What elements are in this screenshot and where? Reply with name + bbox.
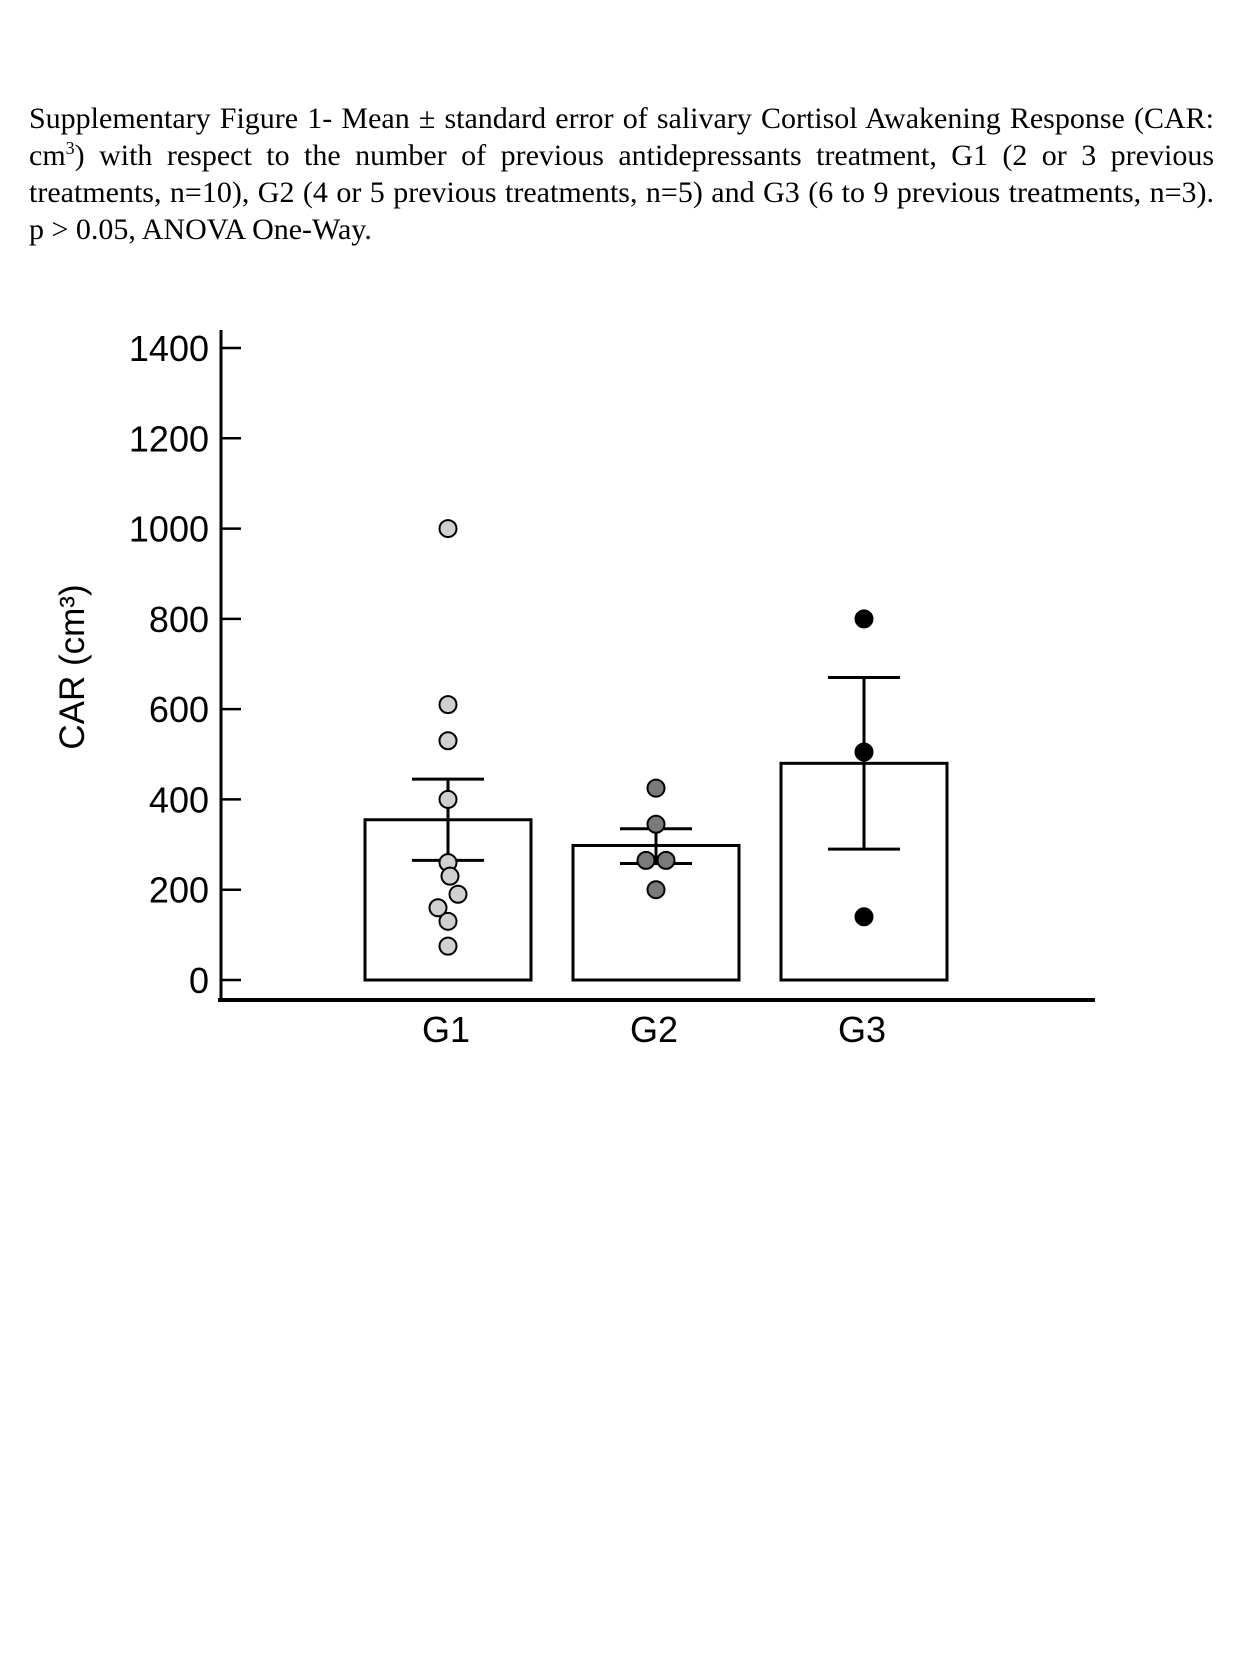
data-point-G1-2 [438,695,458,715]
y-tick-label-1200: 1200 [129,418,209,459]
bar-G2 [571,843,741,982]
data-point-G1-3 [438,731,458,751]
data-point-G2-4 [656,850,676,870]
y-tick-label-600: 600 [149,689,209,730]
caption-part-2: ) with respect to the number of previous… [29,139,1214,246]
caption-part-1: Supplementary Figure 1- Mean ± standard … [29,102,1214,172]
y-tick-label-400: 400 [149,779,209,820]
data-point-G3-1 [854,609,874,629]
y-axis-label: CAR (cm³) [53,584,92,749]
data-point-G2-3 [636,850,656,870]
x-tick-label-G3: G3 [838,1009,886,1050]
data-point-G1-1 [438,519,458,539]
data-point-G1-10 [438,936,458,956]
data-point-G3-3 [854,907,874,927]
data-point-G3-2 [854,742,874,762]
y-tick-label-200: 200 [149,870,209,911]
data-point-G1-6 [440,866,460,886]
y-tick-label-1400: 1400 [129,328,209,369]
y-tick-label-1000: 1000 [129,509,209,550]
data-point-G1-9 [438,911,458,931]
figure-caption: Supplementary Figure 1- Mean ± standard … [29,100,1214,248]
data-point-G2-5 [646,880,666,900]
caption-superscript: 3 [65,138,75,158]
y-tick-label-0: 0 [189,960,209,1001]
x-tick-label-G1: G1 [422,1009,470,1050]
bar-chart: 0 200 400 600 800 1000 1200 1400 G1 G2 G3 CAR (cm³… [53,328,1095,1050]
y-tick-label-800: 800 [149,599,209,640]
data-point-G2-2 [646,814,666,834]
data-point-G1-8 [428,898,448,918]
data-point-G1-4 [438,789,458,809]
data-point-G1-7 [448,884,468,904]
x-tick-label-G2: G2 [630,1009,678,1050]
data-point-G2-1 [646,778,666,798]
plot-area: 0 200 400 600 800 1000 1200 1400 G1 G2 G3 [129,328,1095,1050]
